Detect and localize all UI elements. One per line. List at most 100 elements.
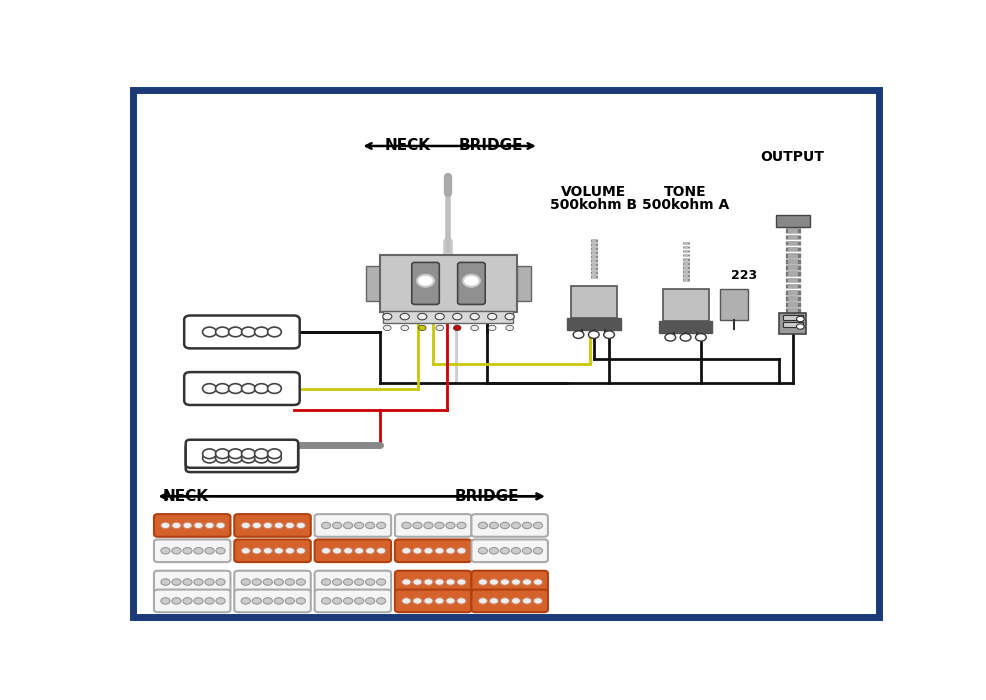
Circle shape bbox=[573, 331, 584, 338]
Circle shape bbox=[216, 547, 225, 554]
Circle shape bbox=[588, 331, 599, 338]
Circle shape bbox=[161, 598, 170, 604]
FancyBboxPatch shape bbox=[471, 540, 547, 562]
Circle shape bbox=[321, 579, 330, 585]
Circle shape bbox=[161, 522, 170, 528]
Circle shape bbox=[665, 334, 675, 341]
FancyBboxPatch shape bbox=[662, 289, 708, 321]
Circle shape bbox=[182, 598, 192, 604]
FancyBboxPatch shape bbox=[315, 540, 390, 562]
Circle shape bbox=[446, 547, 455, 554]
Circle shape bbox=[202, 449, 216, 458]
Circle shape bbox=[436, 326, 443, 330]
Circle shape bbox=[172, 547, 180, 554]
FancyBboxPatch shape bbox=[366, 266, 380, 301]
Circle shape bbox=[462, 275, 479, 287]
Circle shape bbox=[242, 384, 255, 393]
Circle shape bbox=[274, 579, 283, 585]
Circle shape bbox=[263, 547, 272, 554]
FancyBboxPatch shape bbox=[394, 514, 471, 537]
Circle shape bbox=[532, 598, 542, 604]
Circle shape bbox=[354, 547, 364, 554]
Text: BRIDGE: BRIDGE bbox=[454, 489, 519, 504]
Circle shape bbox=[695, 334, 706, 341]
Circle shape bbox=[254, 327, 268, 337]
Circle shape bbox=[202, 384, 216, 393]
Circle shape bbox=[172, 598, 180, 604]
Circle shape bbox=[457, 522, 465, 528]
Circle shape bbox=[469, 314, 479, 320]
Circle shape bbox=[252, 547, 261, 554]
Circle shape bbox=[478, 598, 487, 604]
Circle shape bbox=[172, 522, 180, 528]
Circle shape bbox=[193, 579, 203, 585]
Circle shape bbox=[241, 522, 250, 528]
Circle shape bbox=[161, 579, 170, 585]
Circle shape bbox=[354, 522, 364, 528]
Circle shape bbox=[241, 579, 250, 585]
Circle shape bbox=[274, 547, 283, 554]
Circle shape bbox=[417, 314, 426, 320]
Circle shape bbox=[263, 598, 272, 604]
Circle shape bbox=[377, 579, 386, 585]
Circle shape bbox=[252, 522, 261, 528]
FancyBboxPatch shape bbox=[154, 540, 231, 562]
Circle shape bbox=[412, 579, 422, 585]
Text: TONE: TONE bbox=[664, 185, 706, 199]
Circle shape bbox=[193, 547, 203, 554]
Circle shape bbox=[478, 547, 487, 554]
Circle shape bbox=[377, 598, 386, 604]
Circle shape bbox=[412, 598, 422, 604]
Circle shape bbox=[267, 453, 281, 463]
FancyBboxPatch shape bbox=[234, 589, 311, 612]
Circle shape bbox=[489, 522, 498, 528]
Text: 223: 223 bbox=[731, 269, 757, 282]
Circle shape bbox=[202, 453, 216, 463]
Circle shape bbox=[383, 314, 391, 320]
Circle shape bbox=[423, 522, 433, 528]
FancyBboxPatch shape bbox=[458, 262, 485, 304]
Circle shape bbox=[417, 275, 434, 287]
Circle shape bbox=[343, 579, 352, 585]
Circle shape bbox=[522, 522, 531, 528]
Circle shape bbox=[500, 522, 509, 528]
Circle shape bbox=[488, 326, 496, 330]
FancyBboxPatch shape bbox=[471, 514, 547, 537]
Circle shape bbox=[242, 453, 255, 463]
FancyBboxPatch shape bbox=[380, 255, 517, 312]
Circle shape bbox=[242, 449, 255, 458]
Text: NECK: NECK bbox=[385, 139, 431, 153]
Text: BRIDGE: BRIDGE bbox=[458, 139, 523, 153]
Circle shape bbox=[505, 314, 514, 320]
Circle shape bbox=[172, 579, 180, 585]
Circle shape bbox=[401, 547, 410, 554]
Circle shape bbox=[365, 547, 375, 554]
FancyBboxPatch shape bbox=[394, 570, 471, 594]
FancyBboxPatch shape bbox=[315, 514, 390, 537]
FancyBboxPatch shape bbox=[775, 215, 809, 227]
Circle shape bbox=[446, 522, 455, 528]
Circle shape bbox=[252, 579, 261, 585]
Circle shape bbox=[229, 453, 243, 463]
Circle shape bbox=[489, 547, 498, 554]
FancyBboxPatch shape bbox=[234, 540, 311, 562]
Circle shape bbox=[241, 547, 250, 554]
Circle shape bbox=[193, 522, 203, 528]
Circle shape bbox=[511, 598, 520, 604]
Circle shape bbox=[241, 598, 250, 604]
Circle shape bbox=[435, 547, 444, 554]
FancyBboxPatch shape bbox=[659, 321, 712, 333]
Circle shape bbox=[400, 326, 408, 330]
Circle shape bbox=[354, 579, 364, 585]
Circle shape bbox=[412, 522, 422, 528]
Circle shape bbox=[423, 579, 433, 585]
Circle shape bbox=[205, 579, 214, 585]
Circle shape bbox=[343, 598, 352, 604]
Circle shape bbox=[182, 547, 192, 554]
Circle shape bbox=[679, 334, 690, 341]
FancyBboxPatch shape bbox=[185, 440, 298, 468]
Circle shape bbox=[511, 547, 520, 554]
Circle shape bbox=[435, 579, 444, 585]
Circle shape bbox=[216, 598, 225, 604]
Circle shape bbox=[511, 522, 520, 528]
